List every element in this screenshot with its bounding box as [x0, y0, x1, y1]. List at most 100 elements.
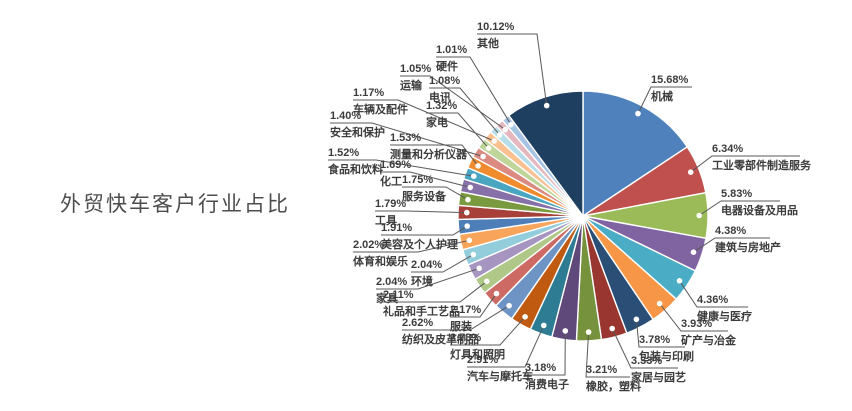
slice-dot: [471, 173, 477, 179]
slice-dot: [690, 249, 697, 255]
slice-percent-label: 2.04%: [411, 259, 442, 271]
slice-dot: [465, 196, 471, 203]
slice-name-label: 环境: [411, 274, 433, 288]
slice-name-label: 电讯: [429, 90, 451, 104]
slice-name-label: 服务设备: [402, 189, 447, 203]
slice-percent-label: 10.12%: [477, 21, 515, 33]
slice-name-label: 服装: [450, 319, 472, 333]
slice-dot: [633, 316, 640, 323]
slice-dot: [470, 251, 477, 258]
slice-percent-label: 1.53%: [390, 132, 421, 144]
slice-percent-label: 3.18%: [525, 362, 556, 374]
slice-percent-label: 1.52%: [328, 147, 359, 159]
label-leader-line: [375, 210, 467, 214]
slice-percent-label: 2.62%: [402, 317, 433, 329]
label-leader-line: [637, 86, 692, 114]
label-leader-line: [450, 293, 497, 318]
slice-percent-label: 1.17%: [353, 87, 384, 99]
slice-name-label: 运输: [400, 78, 423, 92]
slice-percent-label: 3.93%: [681, 318, 712, 330]
slice-percent-label: 15.68%: [651, 74, 689, 86]
slice-dot: [541, 322, 547, 329]
label-leader-line: [679, 280, 748, 308]
slice-percent-label: 2.04%: [376, 276, 407, 288]
slice-percent-label: 1.01%: [436, 44, 467, 56]
slice-dot: [475, 163, 481, 169]
label-leader-line: [328, 159, 474, 177]
slice-dot: [464, 223, 471, 229]
slice-percent-label: 3.33%: [631, 355, 662, 367]
label-leader-line: [330, 122, 484, 157]
slice-percent-label: 1.91%: [381, 222, 412, 234]
label-leader-line: [659, 303, 728, 332]
pie-slice-31: [508, 90, 584, 217]
label-leader-line: [693, 237, 770, 253]
slice-percent-label: 1.08%: [429, 75, 460, 87]
label-leader-line: [436, 56, 512, 125]
label-leader-line: [429, 87, 501, 136]
slice-dot: [585, 329, 592, 335]
slice-percent-label: 2.91%: [467, 354, 498, 366]
slice-percent-label: 3.21%: [586, 364, 617, 376]
slice-name-label: 礼品和手工艺品: [383, 304, 460, 318]
slice-name-label: 电器设备及用品: [721, 203, 798, 217]
slice-percent-label: 1.05%: [400, 63, 431, 75]
slice-dot: [493, 290, 500, 297]
slice-percent-label: 2.17%: [450, 304, 481, 316]
label-leader-line: [381, 225, 468, 236]
label-leader-line: [383, 280, 488, 303]
slice-name-label: 体育和娱乐: [353, 254, 408, 268]
slice-dot: [562, 328, 569, 334]
label-leader-line: [390, 144, 479, 167]
slice-dot: [467, 184, 474, 191]
label-leader-line: [477, 33, 548, 106]
label-leader-line: [426, 112, 489, 149]
slice-dot: [522, 314, 528, 320]
label-leader-line: [635, 319, 685, 348]
slice-dot: [506, 302, 512, 309]
slice-name-label: 家电: [426, 115, 448, 129]
slice-name-label: 硬件: [436, 59, 458, 73]
slice-dot: [696, 212, 702, 219]
slice-name-label: 安全和保护: [330, 125, 385, 139]
slice-percent-label: 1.40%: [330, 110, 361, 122]
slice-name-label: 化工: [380, 174, 402, 188]
slice-name-label: 消费电子: [525, 377, 569, 391]
slice-percent-label: 2.11%: [383, 289, 414, 301]
slice-name-label: 车辆及配件: [353, 102, 408, 116]
label-leader-line: [411, 254, 474, 273]
label-leader-line: [400, 75, 506, 131]
slice-dot: [491, 138, 498, 144]
label-leader-line: [698, 200, 780, 216]
slice-percent-label: 6.34%: [712, 143, 743, 155]
slice-name-label: 健康与医疗: [697, 309, 752, 323]
slice-name-label: 家居与园艺: [631, 370, 686, 384]
slice-dot: [480, 153, 486, 160]
label-leader-line: [376, 267, 480, 290]
slice-percent-label: 1.75%: [402, 174, 433, 186]
slice-dot: [485, 145, 492, 151]
label-leader-line: [353, 99, 495, 142]
slice-dot: [543, 102, 550, 109]
slice-name-label: 食品和饮料: [328, 162, 383, 176]
label-leader-line: [525, 330, 566, 376]
slice-name-label: 汽车与摩托车: [467, 369, 533, 383]
slice-name-label: 包装与印刷: [638, 349, 694, 363]
slice-name-label: 建筑与房地产: [715, 240, 781, 254]
label-leader-line: [611, 328, 678, 369]
slice-name-label: 工具: [375, 214, 397, 227]
slice-dot: [496, 132, 503, 138]
slice-dot: [609, 325, 615, 332]
slice-name-label: 家具: [376, 291, 398, 305]
slice-name-label: 测量和分析仪器: [390, 147, 468, 161]
label-leader-line: [467, 325, 545, 368]
slice-name-label: 机械: [651, 89, 673, 103]
slice-dot: [635, 110, 641, 117]
page-title: 外贸快车客户行业占比: [60, 193, 290, 216]
slice-dot: [502, 126, 509, 133]
slice-name-label: 其他: [477, 36, 499, 50]
slice-name-label: 美容及个人护理: [381, 237, 458, 251]
slice-percent-label: 1.32%: [426, 100, 457, 112]
label-leader-line: [380, 171, 471, 188]
